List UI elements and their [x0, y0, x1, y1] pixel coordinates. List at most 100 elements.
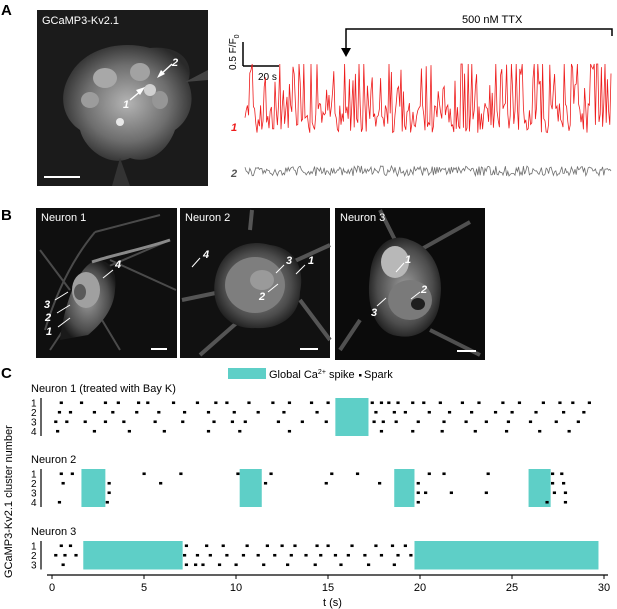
spark-1-3-23 [576, 420, 580, 424]
spark-3-2-11 [304, 553, 308, 557]
spark-3-1-12 [374, 544, 378, 548]
spark-3-1-8 [293, 544, 297, 548]
spark-1-3-20 [506, 420, 511, 424]
global-spike-1-1 [335, 398, 369, 436]
spark-2-2-5 [378, 481, 382, 485]
spark-1-3-17 [442, 420, 446, 424]
y-axis-label: GCaMP3-Kv2.1 cluster number [3, 425, 15, 578]
spark-2-1-8 [427, 472, 431, 476]
spark-1-1-19 [411, 401, 415, 405]
spark-1-1-3 [116, 401, 120, 405]
spark-1-3-16 [416, 420, 420, 424]
spark-3-1-9 [315, 544, 319, 548]
spark-1-3-15 [394, 420, 398, 424]
spark-3-2-9 [273, 553, 277, 557]
spark-1-2-21 [562, 410, 566, 414]
spark-1-1-10 [247, 401, 251, 405]
spark-2-3-1 [416, 491, 420, 495]
arrow-n3-3 [376, 297, 387, 307]
spark-1-3-4 [122, 420, 126, 424]
spark-3-3-11 [392, 563, 396, 567]
spark-3-3-4 [217, 563, 222, 567]
spark-3-2-15 [363, 553, 367, 557]
spark-1-2-8 [232, 410, 236, 414]
spark-2-2-8 [562, 481, 566, 485]
spark-1-4-6 [287, 429, 292, 433]
spark-1-2-2 [92, 410, 97, 414]
arrow-label-n3-1: 1 [405, 254, 411, 266]
spark-2-4-0 [57, 500, 62, 504]
spark-1-3-1 [65, 420, 69, 424]
spark-2-2-2 [159, 481, 163, 485]
arrow-label-2-a: 2 [171, 57, 178, 69]
spark-1-4-7 [379, 429, 384, 433]
spark-3-2-2 [74, 553, 78, 557]
spark-1-2-13 [392, 410, 396, 414]
arrow-n2-4 [191, 257, 201, 268]
spark-1-4-5 [238, 429, 242, 433]
spark-3-1-5 [245, 544, 249, 548]
spark-1-3-6 [181, 420, 185, 424]
spark-2-4-1 [105, 500, 109, 504]
cluster-label-2-1: 1 [31, 470, 37, 481]
spark-1-2-15 [427, 410, 431, 414]
ttx-arrowhead [341, 48, 351, 57]
spark-3-1-2 [184, 544, 189, 548]
spark-3-2-4 [195, 553, 200, 557]
global-spike-3-1 [83, 541, 183, 570]
spark-1-2-5 [157, 410, 161, 414]
panel-a: A GCaMP3-Kv2.1 1 2 0.5 F/F0 20 [1, 2, 613, 186]
spark-1-1-26 [541, 401, 545, 405]
arrow-label-n1-2: 2 [44, 312, 51, 324]
spark-3-1-10 [326, 544, 330, 548]
spark-1-3-11 [300, 420, 304, 424]
spark-2-2-1 [107, 481, 111, 485]
legend-spark-label: Spark [364, 369, 393, 381]
spark-1-4-13 [567, 429, 571, 433]
spark-1-2-6 [182, 410, 187, 414]
cluster-label-2-4: 4 [31, 498, 37, 509]
legend-spike-swatch [228, 368, 266, 379]
cluster-label-3-3: 3 [31, 561, 37, 572]
spark-1-1-5 [146, 401, 150, 405]
micrograph-neuron-3: Neuron 3 1 2 3 [335, 208, 485, 360]
spark-3-3-7 [286, 563, 290, 567]
spark-1-1-27 [558, 401, 562, 405]
trace-scale-y-label: 0.5 F/F0 [228, 34, 241, 70]
spark-1-4-3 [162, 429, 166, 433]
spark-3-3-8 [313, 563, 317, 567]
spark-3-1-4 [221, 544, 225, 548]
spark-2-4-3 [545, 500, 549, 504]
legend-spark-mark [359, 374, 362, 377]
spark-1-1-18 [396, 401, 400, 405]
spark-1-4-12 [538, 429, 542, 433]
spark-3-2-16 [379, 553, 384, 557]
spark-3-3-6 [262, 563, 266, 567]
spark-1-2-1 [68, 410, 73, 414]
global-spike-2-1 [81, 469, 106, 507]
spark-3-1-11 [350, 544, 354, 548]
spark-2-1-1 [70, 472, 74, 476]
spark-3-3-1 [184, 563, 189, 567]
spark-1-2-9 [256, 410, 260, 414]
spark-2-1-6 [330, 472, 334, 476]
spark-1-1-9 [225, 401, 229, 405]
spark-1-3-13 [372, 420, 376, 424]
legend-spike-label: Global Ca2+ spike [269, 369, 355, 381]
spark-1-1-21 [438, 401, 442, 405]
spark-1-4-10 [473, 429, 477, 433]
spark-2-3-0 [107, 491, 111, 495]
arrow-n1-3 [54, 291, 69, 301]
spark-3-3-2 [194, 563, 198, 567]
spark-1-3-5 [153, 420, 157, 424]
arrow-label-1-a: 1 [123, 99, 129, 111]
spark-1-2-0 [57, 410, 62, 414]
spark-3-2-1 [63, 553, 67, 557]
spark-3-3-0 [61, 563, 65, 567]
spark-3-2-18 [409, 553, 413, 557]
spark-3-1-1 [68, 544, 73, 548]
trace-scale-x-label: 20 s [258, 72, 277, 83]
spark-2-2-3 [263, 481, 268, 485]
